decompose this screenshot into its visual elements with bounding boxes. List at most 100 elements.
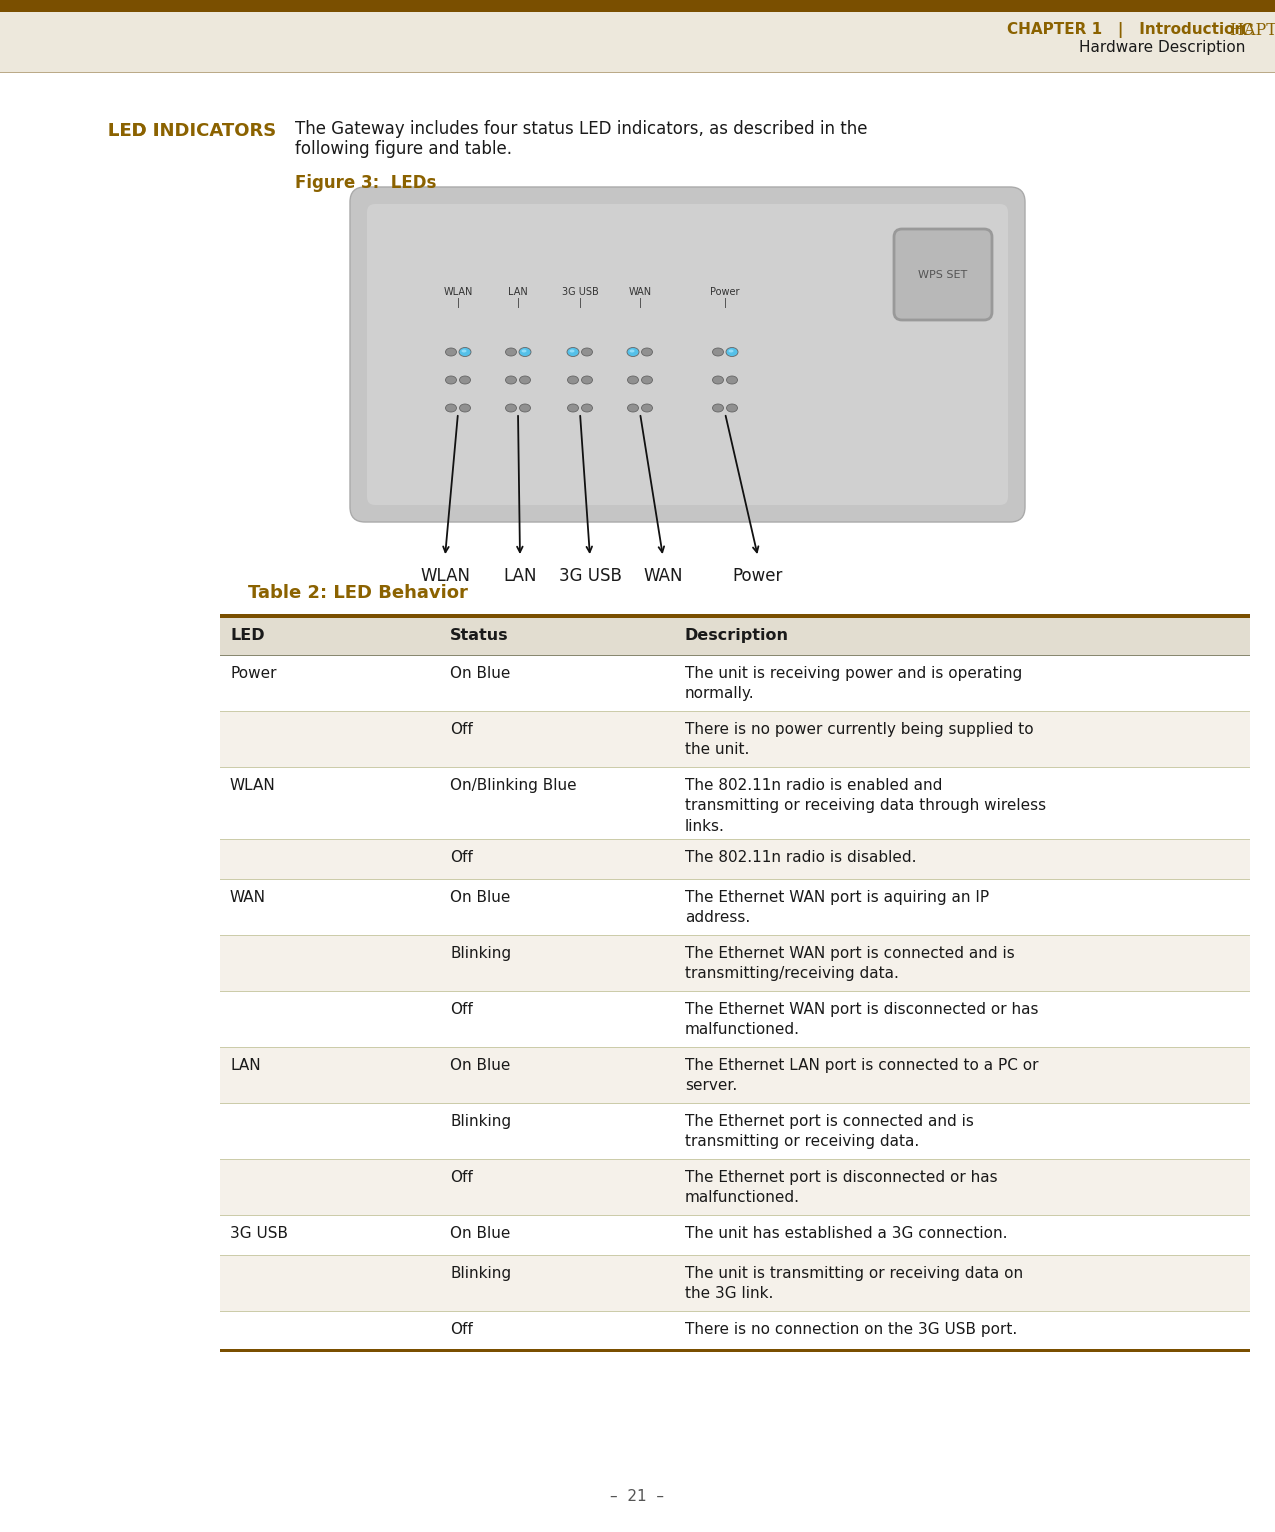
Text: LAN: LAN xyxy=(230,1059,260,1072)
Ellipse shape xyxy=(641,375,653,385)
Ellipse shape xyxy=(630,349,635,352)
Text: The unit has established a 3G connection.: The unit has established a 3G connection… xyxy=(685,1226,1007,1241)
Ellipse shape xyxy=(581,348,593,355)
Ellipse shape xyxy=(505,375,516,385)
Ellipse shape xyxy=(727,404,737,412)
Text: Off: Off xyxy=(450,1322,473,1337)
Ellipse shape xyxy=(581,375,593,385)
Ellipse shape xyxy=(641,348,653,355)
Text: The Gateway includes four status LED indicators, as described in the: The Gateway includes four status LED ind… xyxy=(295,119,867,138)
Text: On Blue: On Blue xyxy=(450,666,510,682)
Ellipse shape xyxy=(459,375,470,385)
Text: Table 2: LED Behavior: Table 2: LED Behavior xyxy=(249,584,468,602)
Ellipse shape xyxy=(570,349,575,352)
Ellipse shape xyxy=(459,348,470,357)
FancyBboxPatch shape xyxy=(351,187,1025,522)
Ellipse shape xyxy=(519,375,530,385)
Text: The 802.11n radio is disabled.: The 802.11n radio is disabled. xyxy=(685,850,917,866)
Ellipse shape xyxy=(445,375,456,385)
Text: Off: Off xyxy=(450,850,473,866)
Text: following figure and table.: following figure and table. xyxy=(295,139,513,158)
Text: C: C xyxy=(1241,21,1253,38)
Bar xyxy=(221,1256,1250,1311)
Text: WLAN: WLAN xyxy=(419,567,470,585)
Text: Off: Off xyxy=(450,1002,473,1017)
Bar xyxy=(221,1105,1250,1160)
Text: –  21  –: – 21 – xyxy=(609,1489,664,1504)
Text: Figure 3:  LEDs: Figure 3: LEDs xyxy=(295,175,436,192)
FancyBboxPatch shape xyxy=(894,228,992,320)
Text: The unit is receiving power and is operating
normally.: The unit is receiving power and is opera… xyxy=(685,666,1023,702)
Text: LAN: LAN xyxy=(504,567,537,585)
Bar xyxy=(221,993,1250,1048)
Bar xyxy=(221,1216,1250,1256)
Ellipse shape xyxy=(567,404,579,412)
Text: HAPTER 1: HAPTER 1 xyxy=(1230,21,1275,38)
Text: The Ethernet port is connected and is
transmitting or receiving data.: The Ethernet port is connected and is tr… xyxy=(685,1114,974,1149)
Ellipse shape xyxy=(713,348,723,355)
Text: Status: Status xyxy=(450,628,509,643)
Bar xyxy=(221,617,1250,656)
Text: 3G USB: 3G USB xyxy=(561,286,598,297)
Text: On Blue: On Blue xyxy=(450,1059,510,1072)
Ellipse shape xyxy=(505,404,516,412)
Text: CHAPTER 1   |   Introduction: CHAPTER 1 | Introduction xyxy=(1007,21,1244,38)
Text: LED INDICATORS: LED INDICATORS xyxy=(108,123,277,139)
FancyBboxPatch shape xyxy=(367,204,1009,506)
Ellipse shape xyxy=(519,404,530,412)
Bar xyxy=(221,656,1250,712)
Text: 3G USB: 3G USB xyxy=(558,567,621,585)
Ellipse shape xyxy=(627,404,639,412)
Ellipse shape xyxy=(581,404,593,412)
Text: WLAN: WLAN xyxy=(444,286,473,297)
Text: Power: Power xyxy=(230,666,277,682)
Text: WAN: WAN xyxy=(644,567,682,585)
Text: The unit is transmitting or receiving data on
the 3G link.: The unit is transmitting or receiving da… xyxy=(685,1265,1023,1301)
Ellipse shape xyxy=(567,375,579,385)
Text: On Blue: On Blue xyxy=(450,1226,510,1241)
Ellipse shape xyxy=(505,348,516,355)
Ellipse shape xyxy=(713,375,723,385)
Ellipse shape xyxy=(725,348,738,357)
Text: There is no connection on the 3G USB port.: There is no connection on the 3G USB por… xyxy=(685,1322,1017,1337)
Ellipse shape xyxy=(713,404,723,412)
Bar xyxy=(0,0,1275,12)
Ellipse shape xyxy=(521,349,527,352)
Ellipse shape xyxy=(728,349,733,352)
Bar xyxy=(221,614,1250,617)
Text: Off: Off xyxy=(450,722,473,737)
Text: Blinking: Blinking xyxy=(450,1114,511,1129)
Text: LED I: LED I xyxy=(108,123,159,139)
Bar xyxy=(221,1350,1250,1353)
Ellipse shape xyxy=(445,348,456,355)
Ellipse shape xyxy=(445,404,456,412)
Text: Hardware Description: Hardware Description xyxy=(1079,40,1244,55)
Text: Blinking: Blinking xyxy=(450,945,511,961)
Text: On Blue: On Blue xyxy=(450,890,510,905)
Text: There is no power currently being supplied to
the unit.: There is no power currently being suppli… xyxy=(685,722,1034,757)
Ellipse shape xyxy=(462,349,467,352)
Text: LAN: LAN xyxy=(509,286,528,297)
Bar xyxy=(221,712,1250,768)
Bar xyxy=(221,1160,1250,1216)
Text: LED: LED xyxy=(230,628,265,643)
Text: Blinking: Blinking xyxy=(450,1265,511,1281)
Text: Power: Power xyxy=(733,567,783,585)
Bar xyxy=(221,1048,1250,1105)
Text: WAN: WAN xyxy=(230,890,266,905)
Ellipse shape xyxy=(519,348,530,357)
Bar xyxy=(221,768,1250,840)
Bar xyxy=(221,840,1250,879)
Ellipse shape xyxy=(459,404,470,412)
Bar xyxy=(221,879,1250,936)
Text: 3G USB: 3G USB xyxy=(230,1226,288,1241)
Text: WLAN: WLAN xyxy=(230,778,275,794)
Text: On/Blinking Blue: On/Blinking Blue xyxy=(450,778,576,794)
Ellipse shape xyxy=(727,375,737,385)
Text: WPS SET: WPS SET xyxy=(918,270,968,280)
Ellipse shape xyxy=(627,375,639,385)
Bar xyxy=(221,1311,1250,1353)
Text: WAN: WAN xyxy=(629,286,652,297)
Text: The Ethernet WAN port is disconnected or has
malfunctioned.: The Ethernet WAN port is disconnected or… xyxy=(685,1002,1039,1037)
Text: The 802.11n radio is enabled and
transmitting or receiving data through wireless: The 802.11n radio is enabled and transmi… xyxy=(685,778,1046,833)
